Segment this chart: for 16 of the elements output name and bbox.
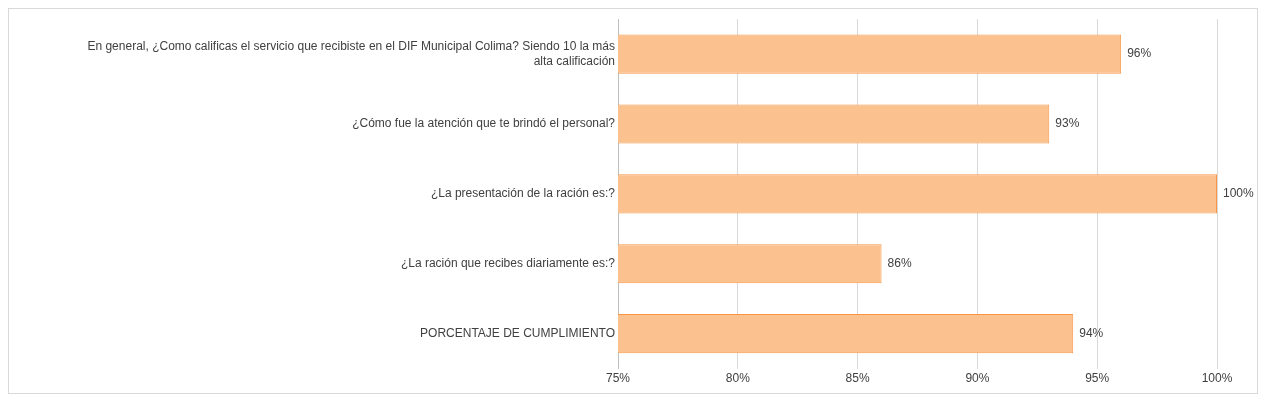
y-tick-label: ¿Cómo fue la atención que te brindó el personal?: [352, 116, 616, 131]
y-tick-label: En general, ¿Como calificas el servicio que recibiste en el DIF Municipal Colima? Siendo 10 la más alta calificación: [87, 39, 615, 68]
x-tick-label: 85%: [845, 371, 870, 386]
data-label: 86%: [887, 256, 912, 271]
x-tick-label: 75%: [605, 371, 631, 386]
x-tick-label: 90%: [965, 371, 990, 386]
y-tick-label: PORCENTAJE DE CUMPLIMIENTO: [420, 325, 615, 340]
data-label: 96%: [1127, 46, 1152, 61]
x-tick-label: 95%: [1085, 371, 1110, 386]
x-tick-label: 100%: [1201, 371, 1233, 386]
data-label: 100%: [1223, 186, 1255, 201]
y-tick-label: ¿La ración que recibes diariamente es:?: [400, 256, 616, 271]
y-tick-label: ¿La presentación de la ración es:?: [430, 186, 616, 201]
data-label: 93%: [1055, 116, 1080, 131]
x-tick-label: 80%: [725, 371, 751, 386]
data-label: 94%: [1079, 325, 1104, 340]
